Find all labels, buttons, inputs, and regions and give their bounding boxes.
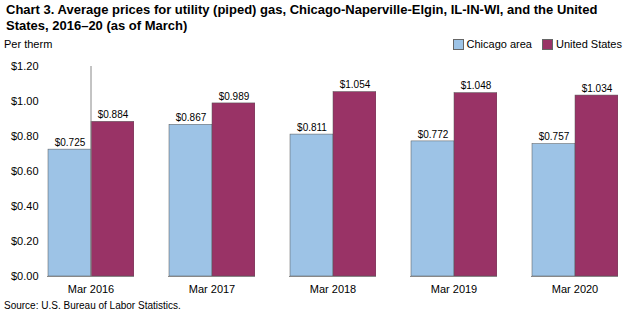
svg-text:$0.725: $0.725 bbox=[55, 137, 86, 148]
svg-text:$1.00: $1.00 bbox=[11, 95, 39, 107]
svg-text:$0.60: $0.60 bbox=[11, 165, 39, 177]
svg-text:$1.034: $1.034 bbox=[582, 83, 613, 94]
svg-text:$1.20: $1.20 bbox=[11, 60, 39, 72]
svg-text:$0.989: $0.989 bbox=[219, 91, 250, 102]
svg-text:$0.00: $0.00 bbox=[11, 270, 39, 282]
svg-text:$0.40: $0.40 bbox=[11, 200, 39, 212]
html-text:Chicago area: Chicago area bbox=[466, 38, 532, 50]
svg-text:$0.80: $0.80 bbox=[11, 130, 39, 142]
svg-text:$0.757: $0.757 bbox=[539, 131, 570, 142]
svg-text:$0.884: $0.884 bbox=[98, 109, 129, 120]
svg-text:Mar 2018: Mar 2018 bbox=[310, 283, 356, 295]
svg-text:$0.867: $0.867 bbox=[176, 112, 207, 123]
html-text:Chart 3. Average prices for ut: Chart 3. Average prices for utility (pip… bbox=[6, 2, 598, 33]
svg-text:$1.054: $1.054 bbox=[340, 79, 371, 90]
svg-text:Mar 2020: Mar 2020 bbox=[552, 283, 598, 295]
svg-text:$0.811: $0.811 bbox=[297, 122, 327, 133]
svg-text:$0.20: $0.20 bbox=[11, 235, 39, 247]
svg-text:Mar 2019: Mar 2019 bbox=[431, 283, 477, 295]
svg-text:Mar 2017: Mar 2017 bbox=[189, 283, 235, 295]
svg-text:$0.772: $0.772 bbox=[418, 129, 449, 140]
html-text:Per therm: Per therm bbox=[4, 38, 53, 50]
svg-text:$1.048: $1.048 bbox=[461, 80, 492, 91]
html-text:Source: U.S. Bureau of Labor S: Source: U.S. Bureau of Labor Statistics. bbox=[4, 300, 181, 311]
svg-text:Mar 2016: Mar 2016 bbox=[68, 283, 114, 295]
html-text:United States: United States bbox=[556, 38, 622, 50]
